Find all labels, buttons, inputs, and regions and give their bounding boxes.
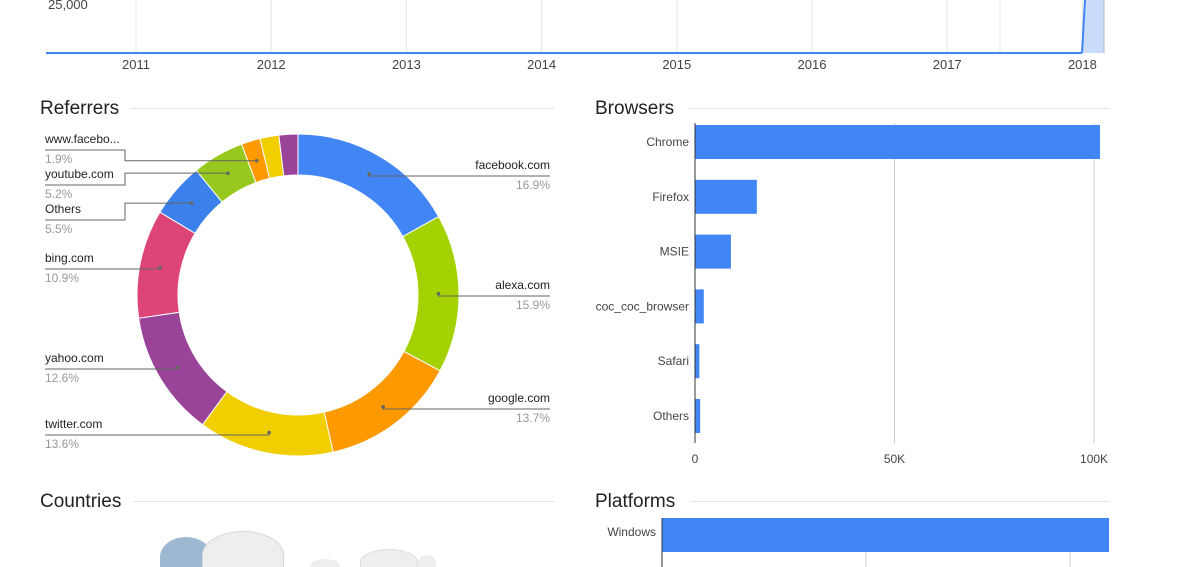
donut-value-label: 5.2% bbox=[45, 187, 73, 201]
donut-value-label: 13.6% bbox=[45, 437, 79, 451]
countries-map bbox=[150, 525, 450, 567]
donut-leader-line bbox=[45, 432, 270, 436]
donut-leader-line bbox=[437, 293, 550, 297]
timeline-area bbox=[1082, 0, 1104, 53]
platforms-category-label: Windows bbox=[607, 525, 656, 539]
timeline-series-line bbox=[1081, 0, 1086, 54]
timeline-x-label: 2017 bbox=[933, 57, 962, 72]
browsers-category-label: MSIE bbox=[660, 245, 689, 259]
donut-value-label: 16.9% bbox=[516, 178, 550, 192]
browsers-category-label: Chrome bbox=[646, 135, 689, 149]
donut-leader-line bbox=[45, 149, 257, 162]
donut-leader-line bbox=[45, 267, 161, 270]
donut-label: Others bbox=[45, 202, 81, 216]
donut-label: alexa.com bbox=[495, 278, 550, 292]
donut-leader-line bbox=[368, 173, 550, 177]
donut-label: google.com bbox=[488, 391, 550, 405]
donut-label: facebook.com bbox=[475, 158, 550, 172]
browsers-category-label: Others bbox=[653, 409, 689, 423]
timeline-x-label: 2014 bbox=[527, 57, 556, 72]
timeline-x-label: 2012 bbox=[257, 57, 286, 72]
donut-label: youtube.com bbox=[45, 167, 114, 181]
map-region bbox=[360, 549, 418, 567]
browsers-category-label: Firefox bbox=[652, 190, 689, 204]
timeline-y-tick: 25,000 bbox=[48, 0, 88, 12]
donut-label: www.facebo... bbox=[44, 132, 120, 146]
donut-leader-line bbox=[45, 172, 229, 186]
countries-rule bbox=[133, 501, 555, 502]
browsers-category-label: Safari bbox=[658, 354, 689, 368]
timeline-x-label: 2015 bbox=[662, 57, 691, 72]
referrers-title: Referrers bbox=[40, 98, 120, 119]
browsers-bar bbox=[695, 125, 1101, 159]
donut-value-label: 13.7% bbox=[516, 411, 550, 425]
browsers-x-tick: 100K bbox=[1080, 452, 1108, 466]
donut-label: yahoo.com bbox=[45, 351, 104, 365]
platforms-rule bbox=[690, 501, 1110, 502]
timeline-chart: 2011 2012 2013 2014 2015 2016 2017 2018 bbox=[46, 0, 1105, 72]
donut-leader-line bbox=[45, 367, 179, 370]
browsers-title: Browsers bbox=[595, 98, 675, 119]
donut-leader-line bbox=[382, 406, 550, 410]
platforms-title: Platforms bbox=[595, 491, 676, 512]
donut-leader-line bbox=[45, 202, 192, 221]
browsers-x-tick: 50K bbox=[884, 452, 905, 466]
donut-value-label: 5.5% bbox=[45, 222, 73, 236]
donut-value-label: 15.9% bbox=[516, 298, 550, 312]
referrers-rule bbox=[130, 108, 555, 109]
browsers-rule bbox=[688, 108, 1110, 109]
browsers-category-label: coc_coc_browser bbox=[596, 299, 689, 313]
donut-value-label: 12.6% bbox=[45, 371, 79, 385]
donut-value-label: 1.9% bbox=[45, 152, 73, 166]
map-region bbox=[202, 531, 284, 567]
browsers-bar bbox=[695, 234, 731, 269]
timeline-x-label: 2013 bbox=[392, 57, 421, 72]
platforms-bar bbox=[662, 518, 1109, 552]
donut-slice bbox=[278, 133, 299, 177]
countries-title: Countries bbox=[40, 491, 122, 512]
timeline-x-label: 2016 bbox=[798, 57, 827, 72]
timeline-x-label: 2011 bbox=[122, 57, 150, 72]
donut-label: bing.com bbox=[45, 251, 94, 265]
browsers-bar bbox=[695, 344, 700, 379]
map-region bbox=[310, 559, 340, 567]
browsers-bar bbox=[695, 179, 757, 214]
donut-label: twitter.com bbox=[45, 417, 102, 431]
browsers-bar bbox=[695, 289, 704, 324]
timeline-x-label: 2018 bbox=[1068, 57, 1097, 72]
browsers-x-tick: 0 bbox=[692, 452, 699, 466]
browsers-bar bbox=[695, 399, 701, 433]
map-region bbox=[418, 555, 436, 567]
donut-value-label: 10.9% bbox=[45, 271, 79, 285]
